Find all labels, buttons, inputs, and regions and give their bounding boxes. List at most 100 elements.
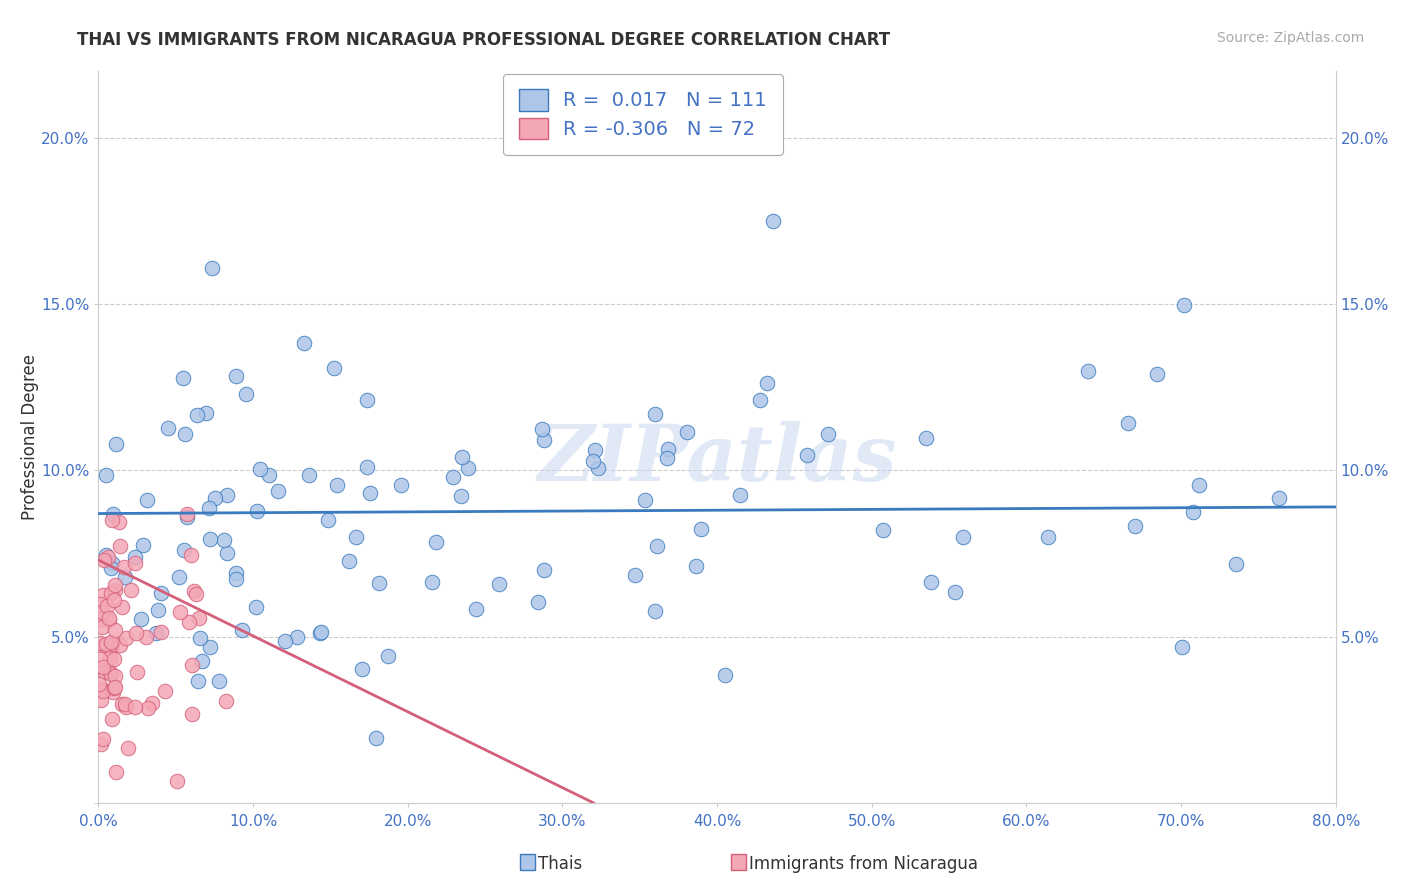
- Point: [176, 509, 198, 524]
- Point: [98, 664, 121, 678]
- Point: [872, 523, 894, 537]
- Point: [125, 626, 148, 640]
- Point: [127, 665, 149, 679]
- Point: [105, 764, 128, 779]
- Text: Source: ZipAtlas.com: Source: ZipAtlas.com: [1216, 31, 1364, 45]
- Point: [323, 361, 346, 376]
- Point: [586, 461, 609, 475]
- Point: [180, 548, 202, 562]
- Point: [451, 450, 474, 465]
- Point: [389, 477, 412, 491]
- Point: [201, 260, 224, 275]
- Point: [1268, 491, 1291, 505]
- Point: [141, 696, 163, 710]
- Point: [356, 459, 378, 474]
- Point: [108, 638, 131, 652]
- Point: [190, 654, 212, 668]
- Point: [685, 558, 707, 573]
- Point: [1036, 530, 1059, 544]
- Y-axis label: Professional Degree: Professional Degree: [21, 354, 39, 520]
- Point: [180, 658, 202, 673]
- Point: [89, 652, 111, 666]
- Point: [176, 507, 198, 521]
- Point: [1187, 477, 1209, 491]
- Point: [100, 586, 122, 600]
- Point: [94, 637, 117, 651]
- Point: [89, 611, 111, 625]
- Point: [337, 554, 360, 568]
- Point: [257, 467, 280, 482]
- Point: [91, 605, 114, 619]
- Text: Thais: Thais: [538, 855, 582, 873]
- Point: [91, 681, 114, 696]
- Point: [136, 492, 159, 507]
- Point: [689, 522, 711, 536]
- Point: [150, 625, 173, 640]
- Point: [103, 593, 125, 607]
- Point: [114, 570, 136, 584]
- Point: [90, 693, 112, 707]
- Point: [187, 673, 209, 688]
- Point: [531, 422, 554, 436]
- Point: [644, 605, 666, 619]
- Point: [183, 583, 205, 598]
- Point: [104, 583, 127, 598]
- Point: [89, 636, 111, 650]
- Point: [100, 638, 122, 652]
- Point: [377, 649, 399, 664]
- Point: [200, 532, 222, 546]
- Point: [96, 549, 118, 563]
- Point: [235, 387, 257, 401]
- Point: [657, 450, 679, 465]
- Point: [98, 613, 121, 627]
- Point: [749, 393, 772, 408]
- Point: [104, 578, 127, 592]
- Point: [91, 660, 114, 674]
- Point: [93, 553, 115, 567]
- Point: [105, 437, 128, 451]
- Point: [91, 588, 114, 602]
- Point: [112, 560, 135, 574]
- Point: [316, 513, 339, 527]
- Point: [148, 602, 170, 616]
- Point: [246, 504, 269, 518]
- Legend: R =  0.017   N = 111, R = -0.306   N = 72: R = 0.017 N = 111, R = -0.306 N = 72: [503, 74, 783, 155]
- Point: [100, 513, 122, 527]
- Point: [1171, 640, 1194, 654]
- Point: [1173, 298, 1195, 312]
- Point: [101, 508, 124, 522]
- Point: [104, 680, 127, 694]
- Point: [298, 468, 321, 483]
- Point: [101, 639, 124, 653]
- Point: [145, 626, 167, 640]
- Point: [920, 575, 942, 590]
- Point: [425, 535, 447, 549]
- Point: [103, 681, 125, 695]
- Point: [308, 625, 330, 640]
- Point: [180, 707, 202, 722]
- Point: [728, 488, 751, 502]
- Point: [169, 605, 191, 619]
- Point: [796, 449, 818, 463]
- Point: [188, 631, 211, 645]
- Point: [100, 635, 122, 649]
- Point: [582, 454, 605, 468]
- Point: [114, 697, 136, 711]
- Point: [1077, 364, 1099, 378]
- Point: [91, 684, 114, 698]
- Point: [583, 442, 606, 457]
- Point: [1146, 368, 1168, 382]
- Point: [177, 615, 200, 629]
- Point: [359, 485, 381, 500]
- Point: [533, 433, 555, 447]
- Point: [124, 550, 146, 565]
- Point: [465, 601, 488, 615]
- Point: [344, 530, 367, 544]
- Point: [124, 556, 146, 570]
- Point: [204, 491, 226, 505]
- Point: [1181, 505, 1204, 519]
- Point: [1225, 557, 1247, 571]
- Point: [292, 335, 315, 350]
- Point: [676, 425, 699, 439]
- Text: THAI VS IMMIGRANTS FROM NICARAGUA PROFESSIONAL DEGREE CORRELATION CHART: THAI VS IMMIGRANTS FROM NICARAGUA PROFES…: [77, 31, 890, 49]
